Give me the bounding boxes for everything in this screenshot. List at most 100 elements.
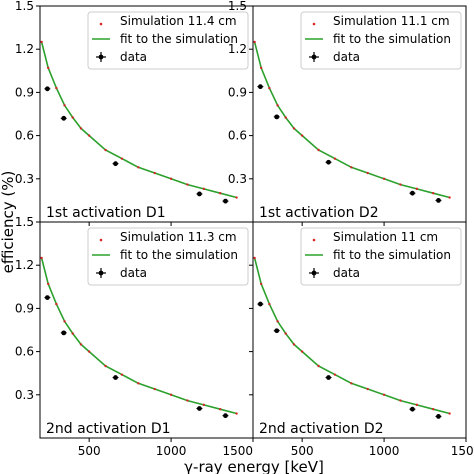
- simulation-point: [120, 373, 124, 376]
- x-tick-label: 1500: [451, 444, 474, 458]
- simulation-point: [253, 40, 256, 44]
- simulation-point: [169, 393, 173, 396]
- y-tick-label: 1.5: [15, 215, 34, 229]
- legend-entry: Simulation 11.1 cm: [333, 14, 450, 28]
- simulation-point: [284, 116, 287, 119]
- simulation-point: [333, 157, 337, 160]
- data-point: [197, 191, 202, 197]
- y-tick-label: 0.6: [15, 129, 34, 143]
- simulation-point: [292, 343, 296, 346]
- legend-entry: Simulation 11 cm: [333, 230, 438, 244]
- simulation-point: [137, 166, 140, 169]
- simulation-point: [235, 412, 238, 415]
- data-point: [44, 295, 50, 300]
- legend-entry: fit to the simulation: [333, 248, 451, 262]
- y-tick-label: 0.9: [15, 85, 34, 99]
- simulation-point: [276, 104, 279, 107]
- x-tick-label: 1000: [156, 444, 187, 458]
- simulation-point: [366, 171, 369, 175]
- legend-entry: data: [333, 50, 360, 64]
- y-tick-label: 0.9: [15, 301, 34, 315]
- legend-data-dot: [311, 270, 317, 276]
- simulation-point: [292, 127, 296, 130]
- fit-line: [253, 41, 450, 199]
- simulation-point: [284, 332, 287, 335]
- simulation-point: [432, 192, 435, 195]
- simulation-point: [153, 171, 156, 175]
- simulation-point: [235, 196, 238, 199]
- simulation-point: [186, 399, 189, 402]
- simulation-point: [153, 387, 156, 391]
- legend-simulation-marker: [312, 22, 316, 26]
- simulation-point: [46, 66, 50, 70]
- simulation-point: [448, 412, 451, 415]
- y-tick-label: 1.2: [228, 42, 247, 56]
- simulation-point: [40, 40, 43, 44]
- y-tick-label: 0.3: [15, 388, 34, 402]
- legend-entry: Simulation 11.4 cm: [120, 14, 237, 28]
- legend-entry: fit to the simulation: [333, 32, 451, 46]
- x-tick-label: 500: [291, 444, 314, 458]
- data-point: [410, 406, 415, 412]
- simulation-point: [276, 320, 279, 323]
- simulation-point: [399, 399, 402, 402]
- simulation-point: [300, 350, 304, 353]
- simulation-point: [120, 157, 124, 160]
- simulation-point: [219, 192, 222, 195]
- legend-entry: data: [333, 266, 360, 280]
- simulation-point: [87, 350, 91, 353]
- data-point: [326, 375, 331, 380]
- data-point: [44, 86, 50, 92]
- fit-line: [40, 257, 237, 415]
- simulation-point: [399, 183, 402, 186]
- simulation-point: [104, 148, 107, 152]
- x-tick-label: 500: [78, 444, 101, 458]
- legend-entry: fit to the simulation: [120, 248, 238, 262]
- simulation-point: [104, 364, 107, 368]
- simulation-point: [415, 187, 419, 191]
- x-tick-label: 1500: [222, 444, 253, 458]
- simulation-point: [268, 302, 271, 306]
- y-tick-label: 0.6: [228, 129, 247, 143]
- legend-simulation-marker: [312, 238, 316, 242]
- fit-line: [253, 257, 450, 415]
- simulation-point: [202, 403, 206, 407]
- simulation-point: [219, 408, 222, 411]
- simulation-point: [71, 116, 74, 119]
- simulation-point: [448, 196, 451, 199]
- simulation-point: [382, 393, 386, 396]
- panel-3: 0.3 0.6 0.9 1.2 1.5 500 1000 1500 Simulation 11.…: [15, 215, 254, 458]
- data-point: [436, 414, 441, 419]
- data-point: [436, 198, 441, 203]
- panel-4: 500 1000 1500 Simulation 11 cm fit to the si…: [249, 221, 474, 458]
- panel-label: 1st activation D1: [46, 205, 166, 221]
- plot-frame: [252, 221, 467, 439]
- data-point: [223, 413, 228, 419]
- fit-line: [40, 41, 237, 199]
- simulation-point: [415, 403, 419, 407]
- simulation-point: [300, 134, 304, 137]
- legend-box: [300, 227, 462, 286]
- legend-entry: fit to the simulation: [120, 32, 238, 46]
- data-point: [326, 159, 331, 165]
- simulation-point: [63, 320, 66, 323]
- y-axis-label: efficiency (%): [0, 171, 17, 274]
- legend-simulation-marker: [99, 238, 103, 242]
- legend-data-dot: [98, 54, 104, 60]
- simulation-point: [186, 183, 189, 186]
- data-point: [274, 114, 280, 120]
- data-point: [61, 330, 67, 336]
- simulation-point: [259, 282, 263, 286]
- simulation-point: [71, 332, 74, 335]
- panel-label: 2nd activation D2: [259, 421, 384, 437]
- x-axis-label: γ-ray energy [keV]: [184, 458, 324, 474]
- legend-box: [87, 227, 249, 286]
- panel-2: 0.3 0.6 0.9 1.2 1.5 Simulation 11.1 cm fit to …: [228, 0, 467, 226]
- data-point: [113, 375, 118, 380]
- simulation-point: [87, 134, 91, 137]
- chart-panels: 0.3 0.6 0.9 1.2 1.5 Simulation 11.4 cm fit to …: [15, 0, 474, 458]
- simulation-point: [382, 177, 386, 180]
- simulation-point: [79, 127, 83, 130]
